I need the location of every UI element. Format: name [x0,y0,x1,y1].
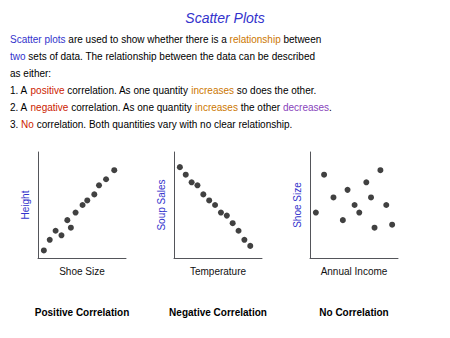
svg-text:Temperature: Temperature [190,266,247,277]
svg-text:as either:: as either: [10,68,51,79]
svg-text:decreases: decreases [283,102,329,113]
svg-text:relationship: relationship [230,34,282,45]
svg-text:positive: positive [31,85,65,96]
svg-text:Annual Income: Annual Income [321,266,388,277]
svg-text:No: No [21,119,34,130]
svg-text:sets of data. The relationship: sets of data. The relationship between t… [26,51,315,62]
svg-text:Scatter Plots: Scatter Plots [185,10,264,26]
svg-text:2. A: 2. A [10,102,29,113]
svg-text:correlation. As one quantity: correlation. As one quantity [64,85,190,96]
svg-text:the other: the other [238,102,283,113]
svg-text:increases: increases [195,102,238,113]
svg-text:two: two [10,51,26,62]
svg-text:Shoe Size: Shoe Size [59,266,105,277]
svg-text:increases: increases [191,85,234,96]
svg-text:correlation. Both quantities v: correlation. Both quantities vary with n… [34,119,292,130]
svg-text:Height: Height [20,190,31,219]
svg-text:Negative Correlation: Negative Correlation [169,307,267,318]
svg-text:Soup Sales: Soup Sales [156,179,167,230]
svg-text:correlation. As one quantity: correlation. As one quantity [68,102,194,113]
svg-text:Scatter plots: Scatter plots [10,34,66,45]
svg-text:Shoe Size: Shoe Size [292,182,303,228]
svg-text:.: . [329,102,332,113]
svg-text:are used to show whether there: are used to show whether there is a [66,34,230,45]
svg-text:3.: 3. [10,119,21,130]
svg-text:1. A: 1. A [10,85,29,96]
svg-text:so does the other.: so does the other. [234,85,316,96]
svg-text:No Correlation: No Correlation [319,307,388,318]
svg-text:Positive Correlation: Positive Correlation [35,307,129,318]
svg-text:between: between [281,34,322,45]
svg-text:negative: negative [31,102,69,113]
